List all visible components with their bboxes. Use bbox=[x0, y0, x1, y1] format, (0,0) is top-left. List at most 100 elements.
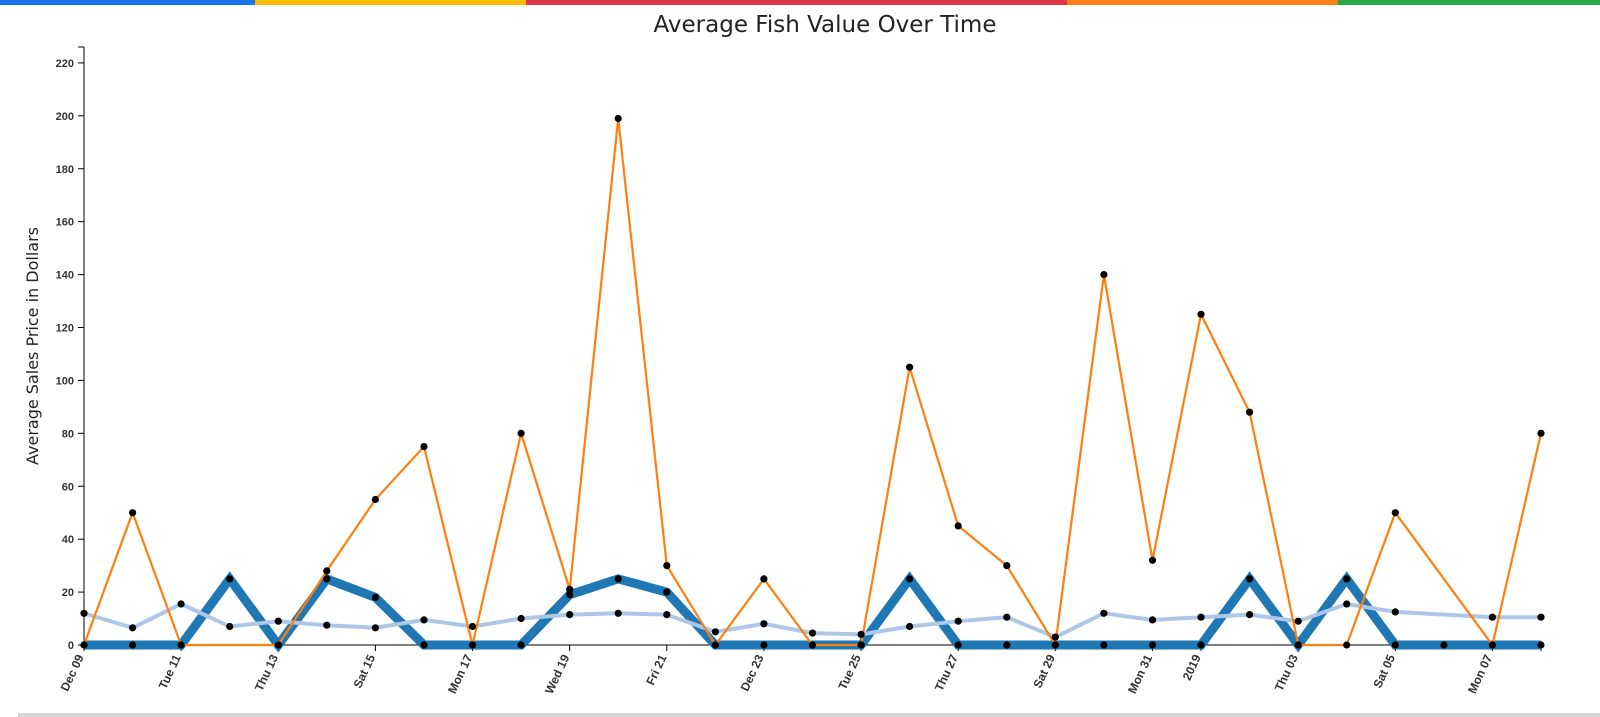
data-point bbox=[857, 630, 865, 639]
data-point bbox=[1537, 429, 1545, 437]
data-point bbox=[274, 641, 282, 649]
data-point bbox=[420, 616, 428, 624]
data-point bbox=[1148, 616, 1157, 624]
data-point bbox=[711, 628, 720, 636]
data-point bbox=[906, 575, 914, 583]
x-tick-label: Thu 03 bbox=[1272, 652, 1301, 693]
data-point bbox=[614, 575, 622, 583]
data-point bbox=[1391, 641, 1399, 649]
data-point bbox=[1246, 575, 1254, 583]
data-point bbox=[663, 588, 671, 596]
data-point bbox=[906, 363, 914, 371]
chart-title: Average Fish Value Over Time bbox=[653, 12, 997, 38]
data-point bbox=[663, 562, 671, 570]
horizontal-scrollbar[interactable] bbox=[18, 713, 1600, 717]
data-point bbox=[954, 617, 962, 625]
x-tick-label: Sat 29 bbox=[1030, 652, 1058, 690]
band-blue bbox=[0, 0, 255, 5]
data-point bbox=[129, 509, 137, 517]
data-point bbox=[371, 495, 379, 504]
x-tick-label: Sat 15 bbox=[350, 652, 378, 690]
data-point bbox=[129, 641, 137, 649]
data-point bbox=[1246, 408, 1254, 416]
data-point bbox=[1051, 641, 1059, 649]
y-tick-label-60: 60 bbox=[62, 481, 74, 493]
data-point bbox=[1537, 613, 1545, 621]
data-point bbox=[954, 522, 962, 530]
y-tick-label-0: 0 bbox=[68, 640, 74, 652]
band-yellow bbox=[255, 0, 526, 5]
data-point bbox=[1148, 556, 1157, 564]
data-point bbox=[1100, 609, 1108, 617]
data-point bbox=[663, 611, 671, 619]
y-tick-label-80: 80 bbox=[62, 428, 74, 440]
x-tick-label: 2019 bbox=[1180, 652, 1204, 682]
data-point bbox=[1391, 608, 1399, 616]
data-point bbox=[1003, 613, 1011, 621]
y-tick-label-20: 20 bbox=[62, 587, 74, 599]
y-tick-label-200: 200 bbox=[56, 111, 74, 123]
y-tick-label-160: 160 bbox=[56, 217, 74, 229]
data-point bbox=[760, 641, 768, 649]
x-tick-label: Mon 07 bbox=[1465, 652, 1495, 696]
data-point bbox=[1003, 562, 1011, 570]
series-line-2 bbox=[82, 118, 1543, 649]
data-point bbox=[1488, 613, 1496, 621]
y-tick-label-180: 180 bbox=[56, 164, 74, 176]
y-tick-label-220: 220 bbox=[56, 58, 74, 70]
data-point bbox=[1003, 641, 1011, 649]
data-point bbox=[517, 429, 525, 437]
y-tick-label-140: 140 bbox=[56, 270, 74, 282]
x-tick-label: Sat 05 bbox=[1370, 652, 1398, 690]
data-point bbox=[517, 641, 525, 649]
data-point bbox=[1343, 641, 1351, 649]
data-point bbox=[566, 611, 574, 619]
data-point bbox=[1197, 310, 1205, 318]
data-point bbox=[420, 641, 428, 649]
data-point bbox=[857, 641, 865, 649]
y-axis-label: Average Sales Price in Dollars bbox=[23, 227, 42, 465]
data-point bbox=[760, 620, 768, 628]
data-point bbox=[954, 641, 962, 649]
data-point bbox=[1100, 271, 1108, 279]
data-point bbox=[808, 641, 817, 649]
data-point bbox=[323, 575, 331, 583]
data-point bbox=[566, 585, 574, 594]
data-point bbox=[274, 617, 282, 625]
data-point bbox=[80, 609, 88, 617]
x-tick-label: Tue 11 bbox=[156, 652, 184, 691]
data-point bbox=[517, 614, 525, 623]
data-point bbox=[1343, 575, 1351, 583]
data-point bbox=[129, 624, 137, 632]
data-point bbox=[1246, 611, 1254, 619]
data-point bbox=[177, 600, 185, 608]
data-point bbox=[566, 591, 574, 599]
x-tick-label: Tue 25 bbox=[835, 652, 864, 692]
x-tick-label: Dec 09 bbox=[58, 652, 87, 693]
data-point bbox=[1391, 509, 1399, 517]
data-point bbox=[371, 624, 379, 632]
x-tick-label: Wed 19 bbox=[542, 652, 572, 696]
data-point bbox=[1294, 641, 1302, 649]
data-point bbox=[323, 567, 331, 575]
y-tick-label-120: 120 bbox=[56, 323, 74, 335]
series-line-1 bbox=[83, 601, 1541, 640]
data-point bbox=[420, 443, 428, 451]
data-point bbox=[226, 622, 234, 631]
data-point bbox=[1343, 600, 1351, 608]
data-point bbox=[371, 593, 379, 602]
data-point bbox=[760, 575, 768, 583]
band-orange bbox=[1067, 0, 1338, 5]
x-tick-label: Dec 23 bbox=[738, 652, 767, 693]
data-point bbox=[468, 622, 477, 631]
data-point bbox=[906, 622, 914, 631]
y-tick-label-100: 100 bbox=[56, 375, 74, 387]
data-point bbox=[1148, 641, 1157, 649]
x-tick-label: Thu 27 bbox=[932, 652, 961, 693]
data-point bbox=[1294, 617, 1302, 625]
data-point bbox=[1197, 641, 1205, 649]
data-point bbox=[177, 641, 185, 649]
data-point bbox=[614, 609, 622, 617]
band-green bbox=[1338, 0, 1600, 5]
